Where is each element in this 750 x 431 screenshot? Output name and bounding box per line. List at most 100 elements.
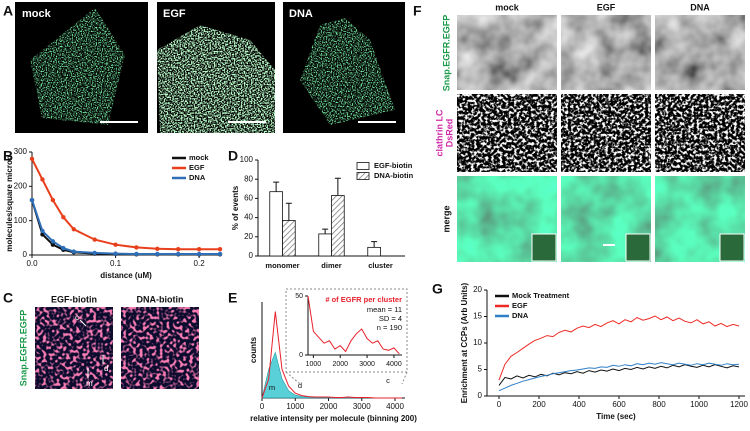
- error-bar: [273, 181, 280, 192]
- x-tick-label: 0.1: [110, 259, 122, 268]
- inset-title: # of EGFR per cluster: [325, 295, 402, 304]
- data-point: [113, 251, 118, 256]
- data-point: [29, 156, 35, 162]
- annotation: d: [298, 381, 302, 390]
- data-point: [134, 251, 139, 257]
- x-tick-label: 0: [260, 402, 265, 411]
- y-tick-label: 60: [244, 194, 253, 203]
- panel-a-images: [15, 2, 405, 133]
- error-bar: [334, 177, 341, 196]
- x-tick-label: 200: [532, 400, 546, 409]
- data-point: [92, 237, 97, 242]
- data-point: [71, 227, 76, 232]
- condition-label: DNA-biotin: [137, 294, 184, 304]
- legend-label: EGF: [189, 163, 205, 172]
- legend-swatch: [356, 172, 370, 180]
- data-point: [196, 251, 202, 257]
- x-tick-label: 3000: [359, 361, 375, 368]
- data-point: [40, 228, 45, 234]
- series-line: [498, 315, 740, 381]
- cell: [300, 18, 395, 125]
- y-axis-label: molecules/square micron: [5, 155, 14, 252]
- x-tick-label: 0: [497, 400, 502, 409]
- annotation: SD = 4: [379, 314, 402, 323]
- error-bar: [322, 228, 329, 234]
- panel-label: D: [228, 148, 238, 164]
- zoom-inset: [719, 233, 745, 262]
- data-point: [217, 246, 223, 252]
- data-point: [92, 250, 97, 256]
- y-tick-label: 0: [299, 352, 303, 359]
- data-point: [61, 215, 66, 220]
- bar: [331, 195, 345, 257]
- panel-label: E: [228, 290, 237, 306]
- inset-connector: [285, 371, 301, 385]
- legend-label: DNA-biotin: [374, 171, 414, 180]
- cell: [157, 25, 275, 133]
- y-tick-label: 300: [14, 147, 28, 156]
- data-point: [71, 249, 76, 254]
- y-tick-label: 40: [244, 213, 253, 222]
- micrograph: [561, 15, 651, 90]
- speckles: [35, 307, 113, 389]
- x-tick-label: 4000: [386, 361, 402, 368]
- panel-label: G: [432, 281, 443, 297]
- legend-label: EGF: [512, 301, 528, 310]
- x-tick-label: cluster: [368, 261, 393, 270]
- series-line: [31, 199, 220, 255]
- y-tick-label: 0: [23, 250, 28, 259]
- legend-swatch: [356, 162, 370, 170]
- x-tick-label: 0.2: [194, 259, 206, 268]
- x-tick-label: 800: [652, 400, 666, 409]
- condition-label: DNA: [690, 2, 710, 12]
- data-point: [50, 239, 56, 244]
- legend-label: mock: [189, 153, 209, 162]
- y-tick-label: 5: [478, 365, 483, 374]
- inset-frame: [285, 288, 408, 373]
- marker-label: c: [75, 313, 79, 322]
- y-tick-label: 20: [244, 232, 253, 241]
- bar: [269, 191, 283, 257]
- y-tick-label: 15: [473, 312, 482, 321]
- x-tick-label: 400: [572, 400, 586, 409]
- panel-c-images: [35, 307, 199, 389]
- y-tick-label: 0: [478, 391, 483, 400]
- data-point: [176, 251, 181, 257]
- inset-connector: [401, 371, 408, 385]
- x-axis-label: relative intensity per molecule (binning…: [250, 414, 417, 423]
- x-tick-label: 1200: [730, 400, 748, 409]
- condition-label: mock: [495, 2, 520, 12]
- y-tick-label: 0: [249, 251, 254, 260]
- micrograph: [655, 15, 745, 90]
- y-tick-label: 20: [473, 285, 482, 294]
- condition-label: EGF: [597, 2, 616, 12]
- data-point: [61, 245, 66, 251]
- data-point: [40, 177, 45, 182]
- panel-label: B: [3, 148, 13, 164]
- marker-label: m: [86, 379, 93, 388]
- y-axis-label: Enrichment at CCPs (Arb Units): [460, 282, 469, 403]
- x-tick-label: monomer: [265, 261, 299, 270]
- y-axis-label: counts: [249, 336, 258, 363]
- x-tick-label: 4000: [386, 402, 404, 411]
- y-tick-label: 100: [14, 216, 28, 225]
- channel-label: Snap.EGFR.EGFP: [18, 310, 28, 387]
- series-line: [307, 295, 400, 355]
- micrograph: [457, 15, 557, 90]
- puncta: [457, 94, 557, 172]
- x-axis-label: distance (uM): [100, 271, 152, 280]
- condition-label: DNA: [289, 8, 313, 20]
- condition-label: EGF: [163, 8, 186, 20]
- series-line: [31, 158, 220, 251]
- cell: [30, 8, 125, 125]
- data-point: [134, 245, 139, 250]
- x-tick-label: 0.0: [26, 259, 38, 268]
- condition-label: EGF-biotin: [51, 294, 97, 304]
- panel-label: A: [3, 3, 13, 19]
- panel-label: C: [3, 290, 13, 306]
- data-point: [50, 242, 56, 247]
- y-tick-label: 80: [244, 174, 253, 183]
- data-point: [196, 246, 202, 252]
- data-point: [29, 197, 35, 203]
- x-tick-label: 2000: [332, 361, 348, 368]
